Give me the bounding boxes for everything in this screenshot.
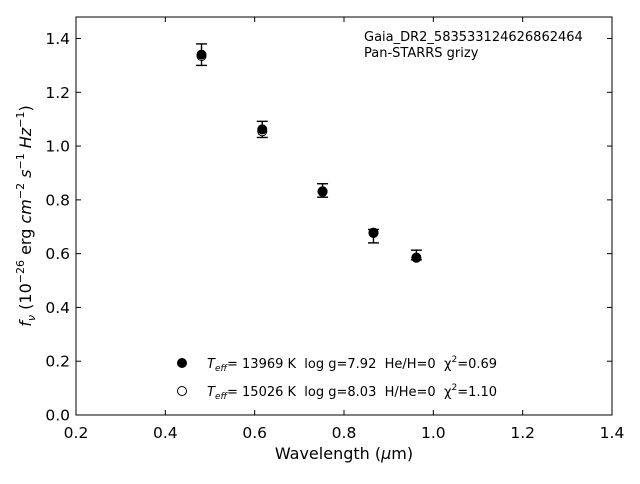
y-axis-title-hz: Hz [16,127,35,153]
x-tick-label: 0.6 [242,424,267,442]
data-marks [196,43,422,263]
y-axis-title-cm: cm [16,199,35,223]
x-tick-label: 0.8 [332,424,357,442]
y-tick-label: 0.0 [45,407,70,425]
model-point-filled [317,186,328,197]
y-axis-title-a: (10 [16,283,35,315]
plot-frame [75,16,613,416]
legend-entry-1-prefix: T [207,357,216,372]
y-axis-title-c: ) [16,105,35,111]
legend-marker-filled [177,358,187,368]
model-point-filled [257,124,268,135]
y-tick-label: 0.4 [45,299,70,317]
y-axis-title-exp1: −26 [14,260,27,283]
legend-entry-2-sub: eff [215,392,229,402]
y-tick-label: 0.2 [45,353,70,371]
y-axis-title-nu: ν [25,315,38,321]
legend: Teff= 13969 K log g=7.92 He/H=0 χ2=0.69 … [177,355,497,402]
legend-entry-2-text-b: =1.10 [457,385,497,400]
y-axis-title-f: f [16,319,35,327]
annotation-survey: Pan-STARRS grizy [364,46,479,61]
x-axis: 0.2 0.4 0.6 0.8 1.0 1.2 1.4 [64,17,625,442]
y-axis-title-b: erg [16,224,35,260]
legend-entry-1-sup: 2 [451,355,457,365]
legend-entry-1-sub: eff [215,364,229,374]
legend-entry-2: Teff= 15026 K log g=8.03 H/He=0 χ2=1.10 [207,383,497,402]
y-axis-title-exp2: −2 [14,183,27,199]
model-point-filled [368,227,379,238]
y-axis: 0.0 0.2 0.4 0.6 0.8 1.0 1.2 1.4 [45,30,612,425]
legend-entry-1-text-a: = 13969 K log g=7.92 He/H=0 χ [227,357,452,372]
y-axis-title-exp4: −1 [14,112,27,128]
x-axis-title-end: m) [391,444,413,463]
y-tick-label: 0.8 [45,191,70,209]
legend-entry-1-text-b: =0.69 [457,357,497,372]
x-tick-label: 1.4 [600,424,625,442]
y-tick-label: 1.0 [45,138,70,156]
legend-marker-open [177,386,187,396]
y-tick-label: 0.6 [45,245,70,263]
y-tick-label: 1.2 [45,84,70,102]
y-tick-label: 1.4 [45,30,70,48]
y-axis-title: fν (10−26 erg cm−2 s−1 Hz−1) [14,105,38,326]
legend-entry-1: Teff= 13969 K log g=7.92 He/H=0 χ2=0.69 [207,355,497,374]
annotation-object-id: Gaia_DR2_583533124626862464 [364,30,583,45]
legend-entry-2-text-a: = 15026 K log g=8.03 H/He=0 χ [227,385,452,400]
x-tick-label: 1.0 [421,424,446,442]
x-tick-label: 0.2 [64,424,89,442]
x-axis-title-main: Wavelength ( [275,444,381,463]
x-tick-label: 0.4 [153,424,178,442]
legend-entry-2-prefix: T [207,385,216,400]
model-point-filled [196,49,207,60]
x-tick-label: 1.2 [510,424,535,442]
model-point-filled [411,252,422,263]
x-axis-title: Wavelength (μm) [275,444,413,463]
legend-entry-2-sup: 2 [451,383,457,393]
y-axis-title-exp3: −1 [14,153,27,169]
y-axis-title-s: s [16,170,35,183]
x-axis-title-mu: μ [380,444,391,463]
